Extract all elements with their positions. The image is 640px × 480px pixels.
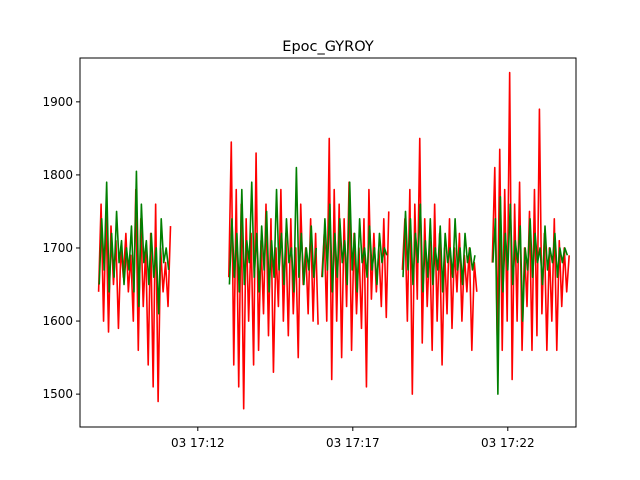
series-2 [98, 166, 569, 395]
x-axis: 03 17:12 03 17:17 03 17:22 [171, 427, 535, 450]
series-layer [97, 71, 570, 410]
y-tick-label: 1700 [42, 241, 73, 255]
series-2-line [228, 166, 318, 293]
x-tick-label: 03 17:12 [171, 436, 225, 450]
series-2-line [492, 196, 569, 395]
x-tick-label: 03 17:17 [326, 436, 380, 450]
y-tick-label: 1500 [42, 387, 73, 401]
y-tick-label: 1900 [42, 95, 73, 109]
series-2-line [402, 203, 476, 293]
series-1-line [491, 71, 570, 381]
y-tick-label: 1800 [42, 168, 73, 182]
series-2-line [321, 181, 388, 293]
y-axis: 1500 1600 1700 1800 1900 [42, 95, 80, 401]
plot-frame [79, 57, 577, 428]
series-2-line [98, 170, 170, 315]
y-tick-label: 1600 [42, 314, 73, 328]
chart-title: Epoc_GYROY [282, 39, 374, 55]
x-tick-label: 03 17:22 [481, 436, 535, 450]
